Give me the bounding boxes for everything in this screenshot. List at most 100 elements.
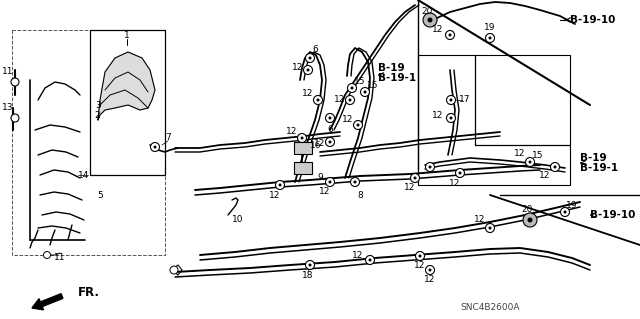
Circle shape [314,95,323,105]
Text: 17: 17 [460,95,471,105]
Circle shape [426,265,435,275]
Circle shape [346,95,355,105]
Circle shape [298,133,307,143]
Circle shape [349,99,351,101]
Circle shape [353,181,356,183]
Circle shape [360,87,369,97]
Circle shape [550,162,559,172]
Circle shape [328,116,332,120]
Text: 12: 12 [424,276,436,285]
Bar [294,162,312,174]
Circle shape [301,137,303,139]
Text: 18: 18 [302,271,314,279]
Text: 13: 13 [3,103,13,113]
Circle shape [326,137,335,146]
Circle shape [11,114,19,122]
Text: 15: 15 [367,81,379,91]
Bar [12,30,165,255]
Circle shape [150,143,159,152]
Circle shape [369,258,371,262]
Text: 19: 19 [484,24,496,33]
Text: 19: 19 [566,201,578,210]
Text: 16: 16 [310,140,322,150]
Circle shape [527,218,532,222]
Circle shape [348,84,356,93]
Text: B-19-10: B-19-10 [570,15,616,25]
Circle shape [351,86,353,90]
Circle shape [170,266,178,274]
Circle shape [458,172,461,174]
Text: 12: 12 [449,179,461,188]
Text: 12: 12 [432,110,444,120]
Circle shape [326,114,335,122]
Bar [90,30,165,175]
Text: B-19-1: B-19-1 [378,73,416,83]
Circle shape [356,123,360,127]
Circle shape [317,99,319,101]
Circle shape [488,226,492,229]
Circle shape [488,36,492,40]
Circle shape [523,213,537,227]
Text: B-19: B-19 [580,153,607,163]
Circle shape [44,251,51,258]
Circle shape [154,145,157,149]
Circle shape [305,54,314,63]
Text: FR.: FR. [78,286,100,299]
FancyArrow shape [32,294,63,310]
Text: 12: 12 [342,115,354,123]
Circle shape [429,269,431,271]
Text: 9: 9 [317,174,323,182]
Circle shape [419,255,422,257]
Bar [418,55,570,185]
Text: 6: 6 [327,125,333,135]
Circle shape [449,99,452,101]
Circle shape [275,181,285,189]
Circle shape [429,166,431,168]
Circle shape [486,33,495,42]
Circle shape [456,168,465,177]
Circle shape [415,251,424,261]
Text: 20: 20 [522,205,532,214]
Circle shape [410,174,419,182]
Bar [294,142,312,154]
Text: 8: 8 [357,190,363,199]
Circle shape [305,261,314,270]
Text: 12: 12 [314,138,326,147]
Circle shape [307,69,310,71]
Circle shape [278,183,282,187]
Text: 10: 10 [232,216,244,225]
Circle shape [353,121,362,130]
Circle shape [445,31,454,40]
Text: B-19-1: B-19-1 [580,163,618,173]
Circle shape [447,114,456,122]
Text: 12: 12 [404,183,416,192]
Circle shape [328,181,332,183]
Circle shape [11,78,19,86]
Circle shape [326,177,335,187]
Circle shape [413,176,417,180]
Text: 12: 12 [334,95,346,105]
Circle shape [365,256,374,264]
Text: 11: 11 [3,68,13,77]
Text: 5: 5 [97,190,103,199]
Text: 12: 12 [292,63,304,72]
Text: 20: 20 [421,8,433,17]
Circle shape [563,211,566,213]
Text: 12: 12 [286,128,298,137]
Text: 15: 15 [532,151,544,160]
Circle shape [449,33,451,36]
Circle shape [308,56,312,60]
Circle shape [308,263,312,266]
Text: 1: 1 [124,31,130,40]
Text: 12: 12 [319,188,331,197]
Text: SNC4B2600A: SNC4B2600A [460,303,520,313]
Text: B-19: B-19 [378,63,404,73]
Circle shape [351,177,360,187]
Text: 12: 12 [432,26,444,34]
Text: 12: 12 [302,88,314,98]
Circle shape [554,166,557,168]
Text: B-19-10: B-19-10 [590,210,636,220]
Text: 6: 6 [312,46,318,55]
Text: 12: 12 [515,149,525,158]
Circle shape [449,116,452,120]
